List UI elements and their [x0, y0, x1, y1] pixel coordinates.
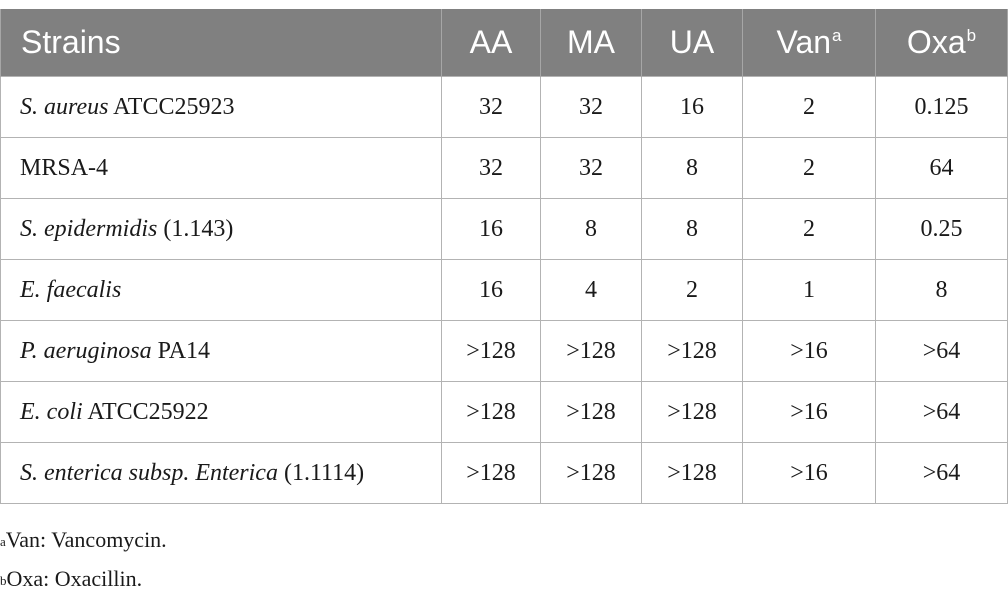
strain-name: S. epidermidis (1.143) — [0, 198, 442, 260]
strain-name: E. faecalis — [0, 259, 442, 321]
footnote-oxa: bOxa: Oxacillin. — [0, 566, 143, 591]
footnote-marker: a — [0, 534, 6, 549]
table-row: MRSA-4 32 32 8 2 64 — [0, 137, 1008, 199]
ma-value: >128 — [540, 442, 642, 504]
oxa-value: 0.25 — [875, 198, 1008, 260]
aa-value: 16 — [441, 259, 541, 321]
table-row: S. aureus ATCC25923 32 32 16 2 0.125 — [0, 76, 1008, 138]
header-row: Strains AA MA UA Vana Oxab — [0, 9, 1008, 77]
table-row: E. faecalis 16 4 2 1 8 — [0, 259, 1008, 321]
table-row: S. epidermidis (1.143) 16 8 8 2 0.25 — [0, 198, 1008, 260]
strain-name: S. aureus ATCC25923 — [0, 76, 442, 138]
aa-value: 32 — [441, 76, 541, 138]
van-value: 2 — [742, 137, 876, 199]
oxa-value: >64 — [875, 442, 1008, 504]
aa-value: 16 — [441, 198, 541, 260]
footnote-van: aVan: Vancomycin. — [0, 527, 167, 552]
ma-value: 32 — [540, 76, 642, 138]
ua-value: >128 — [641, 381, 743, 443]
ua-value: 8 — [641, 137, 743, 199]
table-row: P. aeruginosa PA14 >128 >128 >128 >16 >6… — [0, 320, 1008, 382]
header-oxa: Oxab — [875, 9, 1008, 77]
footnote-marker: b — [966, 26, 977, 45]
van-value: >16 — [742, 381, 876, 443]
table-body: S. aureus ATCC25923 32 32 16 2 0.125 MRS… — [0, 76, 1008, 504]
header-van: Vana — [742, 9, 876, 77]
footnote-marker: a — [832, 26, 842, 45]
ua-value: 2 — [641, 259, 743, 321]
van-value: >16 — [742, 320, 876, 382]
ua-value: 16 — [641, 76, 743, 138]
oxa-value: >64 — [875, 381, 1008, 443]
footnote-marker: b — [0, 573, 7, 588]
aa-value: 32 — [441, 137, 541, 199]
van-value: 2 — [742, 198, 876, 260]
ma-value: 32 — [540, 137, 642, 199]
strain-name: S. enterica subsp. Enterica (1.1114) — [0, 442, 442, 504]
oxa-value: 8 — [875, 259, 1008, 321]
ma-value: >128 — [540, 320, 642, 382]
oxa-value: >64 — [875, 320, 1008, 382]
mic-table: Strains AA MA UA Vana Oxab S. aureus ATC… — [0, 9, 1008, 504]
aa-value: >128 — [441, 381, 541, 443]
ua-value: 8 — [641, 198, 743, 260]
aa-value: >128 — [441, 442, 541, 504]
header-aa: AA — [441, 9, 541, 77]
ma-value: 8 — [540, 198, 642, 260]
table-header: Strains AA MA UA Vana Oxab — [0, 9, 1008, 77]
ma-value: >128 — [540, 381, 642, 443]
table-row: E. coli ATCC25922 >128 >128 >128 >16 >64 — [0, 381, 1008, 443]
aa-value: >128 — [441, 320, 541, 382]
header-ma: MA — [540, 9, 642, 77]
strain-name: P. aeruginosa PA14 — [0, 320, 442, 382]
ma-value: 4 — [540, 259, 642, 321]
ua-value: >128 — [641, 320, 743, 382]
van-value: >16 — [742, 442, 876, 504]
header-ua: UA — [641, 9, 743, 77]
table-footnotes: aVan: Vancomycin. bOxa: Oxacillin. — [0, 520, 167, 598]
strain-name: E. coli ATCC25922 — [0, 381, 442, 443]
oxa-value: 0.125 — [875, 76, 1008, 138]
van-value: 2 — [742, 76, 876, 138]
strain-name: MRSA-4 — [0, 137, 442, 199]
table-row: S. enterica subsp. Enterica (1.1114) >12… — [0, 442, 1008, 504]
header-strains: Strains — [0, 9, 442, 77]
van-value: 1 — [742, 259, 876, 321]
oxa-value: 64 — [875, 137, 1008, 199]
ua-value: >128 — [641, 442, 743, 504]
